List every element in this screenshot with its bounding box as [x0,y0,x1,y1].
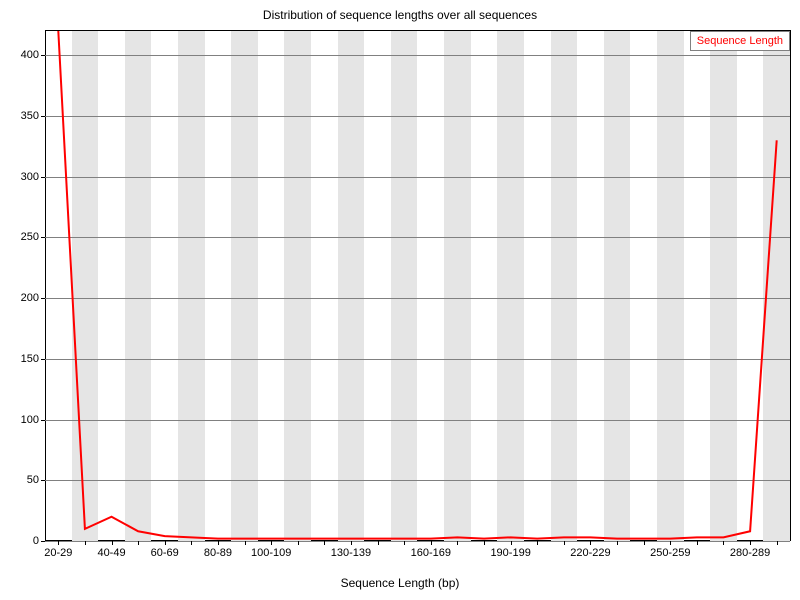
x-tick-mark [484,541,485,545]
x-tick-mark [378,541,379,545]
x-tick-label: 20-29 [44,541,72,559]
x-tick-label: 130-139 [331,541,371,559]
x-tick-mark [85,541,86,545]
x-tick-mark [324,541,325,545]
line-series [45,31,790,541]
x-tick-mark [537,541,538,545]
x-tick-mark [564,541,565,545]
x-tick-mark [777,541,778,545]
x-tick-mark [404,541,405,545]
x-tick-mark [191,541,192,545]
x-tick-label: 100-109 [251,541,291,559]
x-tick-mark [723,541,724,545]
x-tick-label: 80-89 [204,541,232,559]
x-tick-mark [245,541,246,545]
legend: Sequence Length [690,31,790,51]
plot-area: 05010015020025030035040020-2940-4960-698… [45,30,791,541]
x-tick-label: 160-169 [411,541,451,559]
x-tick-label: 60-69 [151,541,179,559]
x-tick-mark [457,541,458,545]
x-tick-label: 220-229 [570,541,610,559]
chart-title: Distribution of sequence lengths over al… [0,8,800,22]
x-axis-label: Sequence Length (bp) [0,576,800,590]
x-tick-label: 190-199 [490,541,530,559]
x-tick-label: 40-49 [97,541,125,559]
x-tick-mark [298,541,299,545]
x-tick-mark [697,541,698,545]
x-tick-mark [138,541,139,545]
x-tick-label: 250-259 [650,541,690,559]
x-tick-label: 280-289 [730,541,770,559]
x-tick-mark [617,541,618,545]
x-tick-mark [644,541,645,545]
chart-container: Distribution of sequence lengths over al… [0,0,800,600]
